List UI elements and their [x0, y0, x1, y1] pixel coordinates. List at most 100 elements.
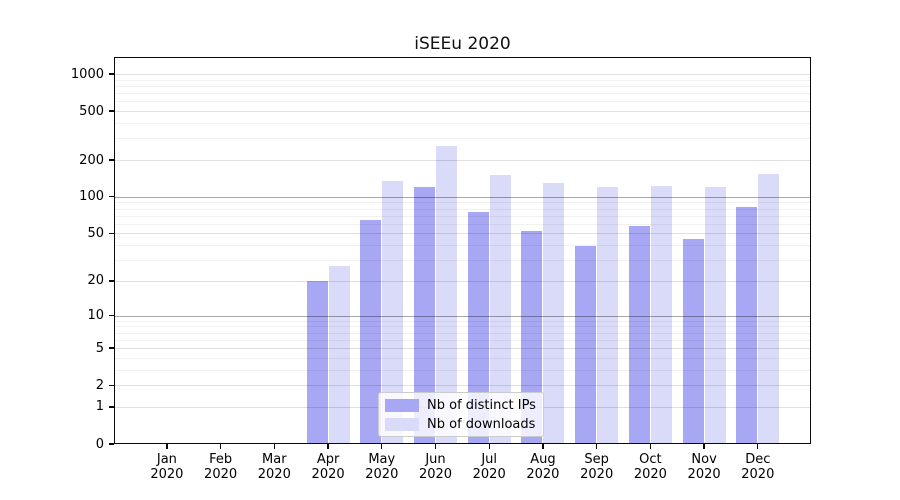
x-tick-label-jun: Jun 2020	[404, 452, 468, 482]
x-tick-label-jul: Jul 2020	[457, 452, 521, 482]
major-gridline	[114, 74, 811, 75]
minor-gridline	[114, 202, 811, 204]
y-tick-mark	[109, 110, 114, 112]
x-tick-year: 2020	[311, 467, 345, 482]
minor-gridline	[114, 215, 811, 217]
x-tick-mark	[703, 444, 705, 449]
minor-gridline	[114, 101, 811, 103]
y-tick-mark	[109, 384, 114, 386]
x-tick-month: Jan	[156, 452, 177, 467]
chart-title: iSEEu 2020	[414, 34, 511, 54]
bar-aug-downloads	[543, 182, 565, 444]
minor-gridline	[114, 123, 811, 124]
x-tick-mark	[219, 444, 222, 449]
x-tick-year: 2020	[580, 467, 614, 482]
x-tick-month: Feb	[209, 452, 233, 467]
x-tick-mark	[542, 444, 544, 449]
bar-dec-distinct-ips	[736, 206, 758, 444]
y-tick-mark	[109, 280, 114, 282]
bar-nov-distinct-ips	[682, 239, 704, 444]
x-tick-year: 2020	[472, 467, 506, 482]
major-gridline	[114, 280, 811, 282]
bar-dec-downloads	[758, 173, 780, 444]
x-tick-mark	[381, 444, 383, 449]
x-tick-mark	[434, 444, 437, 449]
y-tick-label: 1	[95, 399, 104, 415]
x-tick-label-mar: Mar 2020	[242, 452, 306, 482]
y-tick-label: 100	[79, 189, 104, 205]
legend-item: Nb of downloads	[379, 415, 543, 434]
x-tick-month: Mar	[262, 452, 287, 467]
bar-apr-distinct-ips	[306, 280, 328, 444]
minor-gridline	[114, 326, 811, 328]
x-tick-year: 2020	[204, 467, 238, 482]
y-tick-mark	[109, 347, 114, 349]
y-tick-label: 10	[87, 308, 104, 324]
bar-sep-distinct-ips	[575, 246, 597, 444]
x-tick-mark	[327, 444, 329, 449]
x-tick-month: Jun	[425, 452, 446, 467]
minor-gridline	[114, 223, 811, 225]
minor-gridline	[114, 369, 811, 371]
x-tick-label-apr: Apr 2020	[296, 452, 360, 482]
x-tick-month: Dec	[745, 452, 771, 467]
y-tick-label: 200	[79, 152, 104, 168]
minor-gridline	[114, 245, 811, 247]
legend-swatch	[385, 399, 419, 412]
x-tick-year: 2020	[365, 467, 399, 482]
x-tick-mark	[273, 444, 275, 449]
y-tick-mark	[109, 232, 114, 235]
x-tick-month: Sep	[584, 452, 609, 467]
y-tick-label: 2	[95, 377, 104, 393]
minor-gridline	[114, 332, 811, 334]
x-tick-label-feb: Feb 2020	[189, 452, 253, 482]
minor-gridline	[114, 260, 811, 262]
x-tick-month: Jul	[481, 452, 498, 467]
x-tick-year: 2020	[633, 467, 667, 482]
minor-gridline	[114, 357, 811, 359]
bar-jul-downloads	[489, 175, 511, 444]
x-tick-month: Oct	[639, 452, 662, 467]
y-tick-mark	[109, 443, 114, 445]
minor-gridline	[114, 320, 811, 322]
x-tick-label-may: May 2020	[350, 452, 414, 482]
x-tick-mark	[488, 444, 490, 449]
major-gridline	[114, 196, 811, 198]
x-tick-month: Aug	[530, 452, 556, 467]
y-tick-label: 1000	[70, 66, 104, 82]
bar-jun-distinct-ips	[414, 187, 435, 444]
x-tick-year: 2020	[418, 467, 453, 482]
y-tick-mark	[109, 73, 114, 75]
y-tick-mark	[109, 314, 114, 317]
minor-gridline	[114, 79, 811, 81]
legend-item: Nb of distinct IPs	[379, 396, 543, 415]
y-tick-label: 500	[79, 103, 104, 119]
x-tick-month: Nov	[691, 452, 717, 467]
minor-gridline	[114, 208, 811, 210]
legend-swatch	[385, 418, 419, 431]
x-tick-month: Apr	[316, 452, 340, 467]
minor-gridline	[114, 93, 811, 95]
bar-oct-downloads	[650, 186, 672, 444]
legend-label: Nb of downloads	[427, 417, 536, 432]
bar-jun-downloads	[436, 146, 457, 444]
x-tick-mark	[166, 444, 168, 449]
x-tick-label-sep: Sep 2020	[565, 452, 629, 482]
y-tick-mark	[109, 406, 114, 408]
y-tick-label: 20	[87, 273, 104, 289]
x-tick-mark	[649, 444, 652, 449]
bar-may-distinct-ips	[360, 219, 382, 444]
major-gridline	[114, 111, 811, 113]
x-tick-month: May	[368, 452, 396, 467]
minor-gridline	[114, 138, 811, 140]
x-tick-year: 2020	[687, 467, 721, 482]
major-gridline	[114, 160, 811, 161]
x-tick-year: 2020	[526, 467, 560, 482]
x-tick-mark	[757, 444, 759, 449]
legend-label: Nb of distinct IPs	[427, 398, 536, 413]
major-gridline	[114, 385, 811, 387]
y-tick-label: 5	[95, 340, 104, 356]
y-tick-mark	[109, 159, 114, 161]
